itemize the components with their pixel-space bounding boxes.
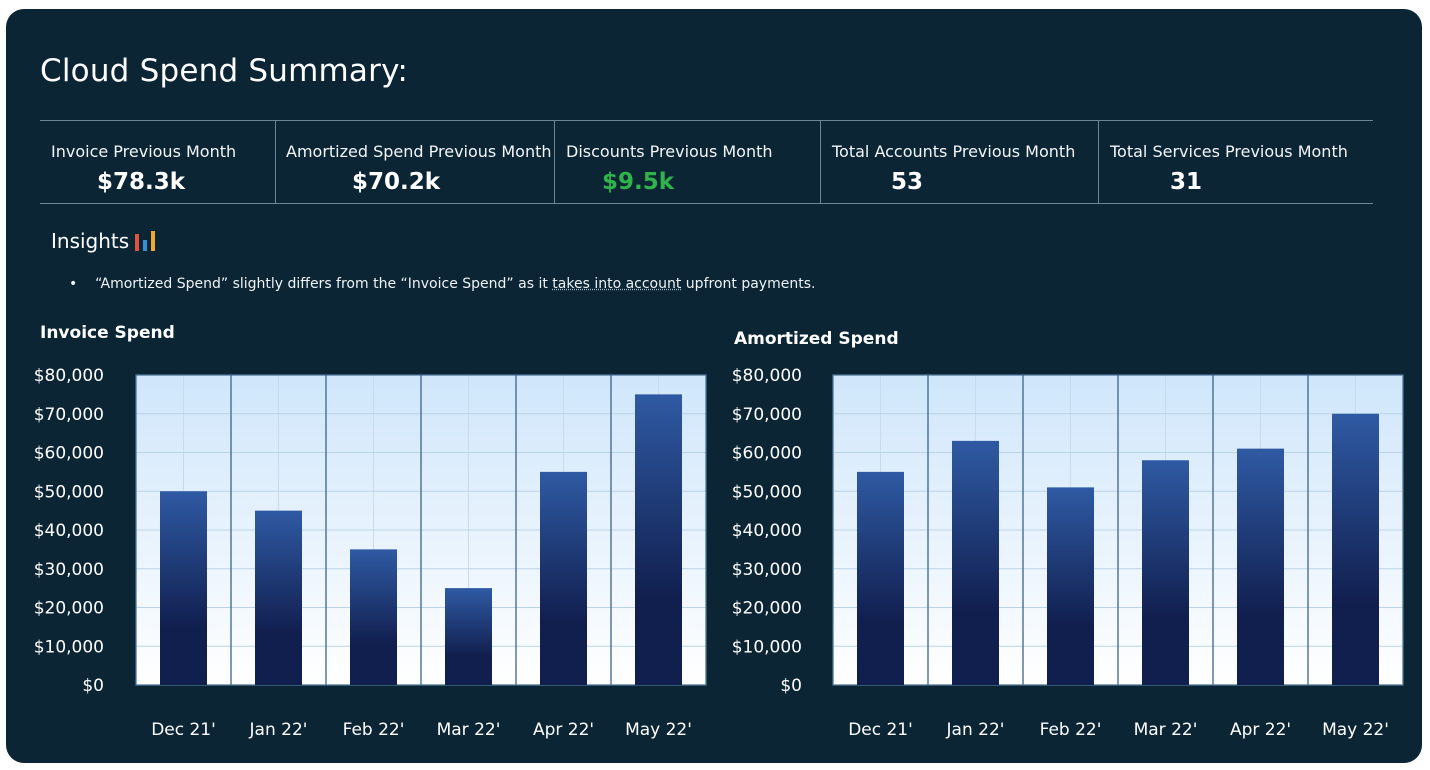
chart-title-amortized: Amortized Spend [734,329,899,349]
kpi-value: $78.3k [97,169,186,195]
x-tick-label: Jan 22' [946,720,1005,740]
bar-feb-22 [1047,487,1094,685]
insight-text-end: upfront payments. [681,276,816,292]
plot-border [832,374,1404,686]
bar-jan-22 [952,440,999,685]
x-tick-label: Feb 22' [1040,720,1102,740]
dashboard-panel: Cloud Spend Summary: Invoice Previous Mo… [6,9,1422,763]
kpi-value: $9.5k [602,169,675,195]
y-tick-label: $20,000 [34,599,104,619]
page-title: Cloud Spend Summary: [40,53,409,89]
kpi-accounts: Total Accounts Previous Month 53 [820,121,1098,203]
y-tick-label: $60,000 [34,444,104,464]
bar-feb-22 [350,549,397,685]
chart-title-invoice: Invoice Spend [40,323,175,343]
y-tick-label: $10,000 [34,637,104,657]
bar-may-22 [1332,413,1379,685]
x-tick-label: Dec 21' [151,720,216,740]
kpi-label: Total Services Previous Month [1110,142,1348,161]
y-tick-label: $0 [82,676,104,696]
kpi-invoice: Invoice Previous Month $78.3k [40,121,275,203]
kpi-value: 53 [891,169,924,195]
charts: $0 $10,000 $20,000 $30,000 $40,000 $50,000 $60… [34,366,1404,740]
bar-jan-22 [255,510,302,685]
x-tick-label: Dec 21' [848,720,913,740]
x-tick-label: May 22' [625,720,692,740]
kpi-label: Total Accounts Previous Month [832,142,1076,161]
insights-heading: Insights [51,229,130,253]
bar-mar-22 [445,588,492,685]
kpi-label: Discounts Previous Month [566,142,773,161]
bar-chart-icon [135,231,155,251]
x-tick-label: May 22' [1322,720,1389,740]
y-tick-label: $50,000 [732,482,802,502]
x-tick-label: Mar 22' [1134,720,1198,740]
x-tick-label: Apr 22' [533,720,594,740]
x-tick-label: Apr 22' [1230,720,1291,740]
insight-bullet: • “Amortized Spend” slightly differs fro… [69,276,816,292]
bar-apr-22 [540,471,587,685]
y-tick-label: $60,000 [732,444,802,464]
y-tick-label: $20,000 [732,599,802,619]
y-tick-label: $40,000 [34,521,104,541]
x-tick-label: Mar 22' [437,720,501,740]
insight-text-start: “Amortized Spend” slightly differs from … [95,276,553,292]
kpi-label: Invoice Previous Month [51,142,237,161]
bar-mar-22 [1142,460,1189,685]
y-tick-label: $10,000 [732,637,802,657]
y-tick-label: $0 [780,676,802,696]
y-tick-label: $50,000 [34,482,104,502]
bar-may-22 [635,394,682,685]
y-tick-label: $80,000 [732,366,802,386]
y-tick-label: $70,000 [34,405,104,425]
x-tick-label: Jan 22' [249,720,308,740]
y-tick-label: $80,000 [34,366,104,386]
kpi-amortized: Amortized Spend Previous Month $70.2k [275,121,554,203]
kpi-services: Total Services Previous Month 31 [1098,121,1373,203]
kpi-value: $70.2k [352,169,441,195]
y-tick-label: $40,000 [732,521,802,541]
y-tick-label: $70,000 [732,405,802,425]
bar-apr-22 [1237,448,1284,685]
bar-dec-21 [857,471,904,685]
insight-text-underlined: takes into account [552,276,682,292]
plot-border [135,374,707,686]
y-tick-label: $30,000 [732,560,802,580]
kpi-label: Amortized Spend Previous Month [286,142,552,161]
x-tick-label: Feb 22' [343,720,405,740]
y-tick-label: $30,000 [34,560,104,580]
bar-dec-21 [160,491,207,685]
kpi-discounts: Discounts Previous Month $9.5k [554,121,820,203]
kpi-row: Invoice Previous Month $78.3k Amortized … [40,120,1373,204]
kpi-value: 31 [1170,169,1203,195]
